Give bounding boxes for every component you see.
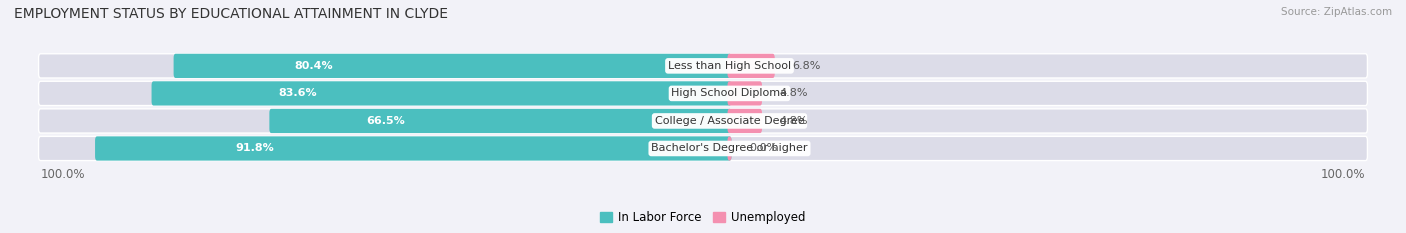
FancyBboxPatch shape (727, 81, 762, 106)
Text: 100.0%: 100.0% (1322, 168, 1365, 181)
FancyBboxPatch shape (270, 109, 731, 133)
Text: 83.6%: 83.6% (278, 88, 316, 98)
Text: 4.8%: 4.8% (780, 116, 808, 126)
FancyBboxPatch shape (727, 109, 762, 133)
FancyBboxPatch shape (152, 81, 731, 106)
Text: 80.4%: 80.4% (295, 61, 333, 71)
FancyBboxPatch shape (173, 54, 731, 78)
Text: High School Diploma: High School Diploma (672, 88, 787, 98)
Text: 6.8%: 6.8% (793, 61, 821, 71)
Text: Bachelor's Degree or higher: Bachelor's Degree or higher (651, 144, 808, 154)
Text: 0.0%: 0.0% (749, 144, 778, 154)
FancyBboxPatch shape (96, 136, 731, 161)
FancyBboxPatch shape (38, 136, 1368, 161)
FancyBboxPatch shape (727, 136, 731, 161)
Legend: In Labor Force, Unemployed: In Labor Force, Unemployed (596, 206, 810, 229)
FancyBboxPatch shape (38, 81, 1368, 106)
Text: 100.0%: 100.0% (41, 168, 84, 181)
Text: Source: ZipAtlas.com: Source: ZipAtlas.com (1281, 7, 1392, 17)
Text: EMPLOYMENT STATUS BY EDUCATIONAL ATTAINMENT IN CLYDE: EMPLOYMENT STATUS BY EDUCATIONAL ATTAINM… (14, 7, 449, 21)
Text: College / Associate Degree: College / Associate Degree (655, 116, 804, 126)
Text: 66.5%: 66.5% (367, 116, 405, 126)
FancyBboxPatch shape (38, 54, 1368, 78)
FancyBboxPatch shape (38, 109, 1368, 133)
FancyBboxPatch shape (727, 54, 775, 78)
Text: 91.8%: 91.8% (236, 144, 274, 154)
Text: Less than High School: Less than High School (668, 61, 792, 71)
Text: 4.8%: 4.8% (780, 88, 808, 98)
